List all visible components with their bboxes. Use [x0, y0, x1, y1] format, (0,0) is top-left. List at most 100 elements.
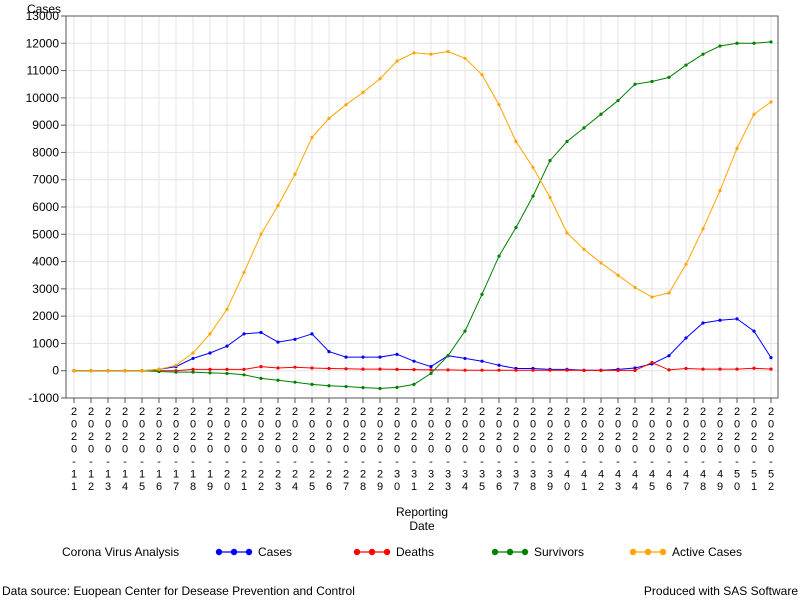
active-cases-point — [735, 146, 739, 150]
survivors-point — [684, 63, 688, 67]
survivors-point — [514, 225, 518, 230]
x-tick-label: 2 0 2 0 -2 5 — [309, 406, 315, 493]
x-tick-label: 2 0 2 0 -2 9 — [377, 406, 383, 493]
survivors-point — [701, 52, 705, 56]
deaths-point — [480, 368, 484, 372]
cases-point — [412, 359, 416, 363]
active-cases-point — [752, 112, 756, 116]
x-tick-label: 2 0 2 0 -3 4 — [462, 406, 468, 493]
x-tick-label: 2 0 2 0 -1 7 — [173, 406, 179, 493]
x-tick-label: 2 0 2 0 -5 0 — [734, 406, 740, 493]
deaths-point — [752, 366, 756, 370]
legend-cases-label: Cases — [258, 545, 292, 559]
deaths-point — [667, 368, 671, 372]
survivors-point — [310, 382, 314, 386]
survivors-point — [344, 384, 348, 389]
y-tick-label: 5000 — [32, 227, 59, 241]
legend-active-cases-marker — [644, 548, 652, 556]
deaths-point — [208, 367, 212, 371]
cases-point — [480, 359, 484, 363]
x-tick-label: 2 0 2 0 -5 2 — [768, 406, 774, 493]
x-tick-label: 2 0 2 0 -3 7 — [513, 406, 519, 493]
cases-point — [276, 340, 280, 344]
survivors-point — [174, 370, 178, 374]
survivors-point — [327, 384, 331, 388]
legend-deaths-marker — [383, 548, 391, 556]
legend-active-cases-marker — [629, 548, 637, 556]
x-tick-label: 2 0 2 0 -5 1 — [751, 406, 757, 493]
deaths-point — [650, 360, 654, 365]
active-cases-point — [667, 291, 671, 295]
deaths-point — [769, 367, 773, 371]
active-cases-point — [225, 307, 229, 311]
legend-deaths-label: Deaths — [396, 545, 434, 559]
x-tick-label: 2 0 2 0 -2 8 — [360, 406, 366, 493]
survivors-point — [769, 40, 773, 44]
active-cases-point — [429, 52, 433, 56]
cases-point — [463, 356, 467, 361]
active-cases-point — [548, 195, 552, 200]
y-tick-label: 12000 — [26, 36, 60, 50]
x-tick-label: 2 0 2 0 -2 1 — [241, 406, 247, 493]
active-cases-point — [72, 369, 76, 373]
x-tick-label: 2 0 2 0 -4 6 — [666, 406, 672, 493]
cases-point — [684, 336, 688, 340]
survivors-point — [531, 194, 535, 198]
deaths-point — [633, 368, 637, 373]
deaths-point — [344, 367, 348, 371]
line-chart: Cases -1000 0 1000 2000 3000 4000 5000 6000 7000… — [26, 2, 779, 559]
survivors-point — [412, 382, 416, 386]
active-cases-point — [344, 103, 348, 107]
active-cases-point — [650, 295, 654, 299]
y-tick-label: 8000 — [32, 145, 59, 159]
survivors-point — [718, 44, 722, 48]
deaths-point — [259, 365, 263, 369]
survivors-point — [616, 98, 620, 103]
cases-point — [633, 366, 637, 370]
deaths-point — [497, 368, 501, 372]
legend-active-cases-label: Active Cases — [672, 545, 742, 559]
deaths-point — [735, 367, 739, 371]
cases-point — [344, 355, 348, 359]
cases-point — [497, 363, 501, 367]
active-cases-point — [718, 189, 722, 193]
survivors-point — [378, 386, 382, 391]
x-tick-label: 2 0 2 0 -2 6 — [326, 406, 332, 493]
active-cases-point — [259, 232, 263, 236]
deaths-point — [310, 366, 314, 370]
active-cases-point — [480, 73, 484, 77]
active-cases-point — [293, 172, 297, 176]
active-cases-point — [106, 369, 110, 373]
x-tick-label: 2 0 2 0 -4 9 — [717, 406, 723, 493]
active-cases-point — [531, 165, 535, 170]
survivors-point — [208, 371, 212, 375]
data-source-note: Data source: Euopean Center for Desease … — [2, 584, 355, 598]
x-tick-label: 2 0 2 0 -4 7 — [683, 406, 689, 493]
deaths-point — [395, 367, 399, 371]
active-cases-point — [174, 363, 178, 367]
survivors-point — [752, 41, 756, 45]
y-tick-label: -1000 — [28, 391, 59, 405]
active-cases-point — [89, 369, 93, 373]
x-tick-label: 2 0 2 0 -1 2 — [88, 406, 94, 493]
active-cases-point — [378, 77, 382, 81]
x-tick-label: 2 0 2 0 -2 3 — [275, 406, 281, 493]
grid — [66, 15, 778, 399]
survivors-point — [497, 254, 501, 258]
survivors-point — [429, 371, 433, 376]
x-axis-label-line1: Reporting — [396, 505, 448, 519]
survivors-point — [446, 354, 450, 358]
legend-deaths-marker — [353, 548, 361, 556]
x-tick-label: 2 0 2 0 -4 5 — [649, 406, 655, 493]
active-cases-point — [769, 100, 773, 104]
deaths-point — [463, 368, 467, 372]
legend-deaths-marker — [368, 548, 376, 556]
active-cases-line — [74, 50, 772, 372]
cases-point — [242, 332, 246, 336]
deaths-point — [225, 367, 229, 371]
cases-point — [191, 356, 195, 361]
deaths-point — [327, 366, 331, 371]
x-tick-label: 2 0 2 0 -1 4 — [122, 406, 128, 493]
active-cases-point — [514, 139, 518, 144]
cases-point — [752, 329, 756, 333]
